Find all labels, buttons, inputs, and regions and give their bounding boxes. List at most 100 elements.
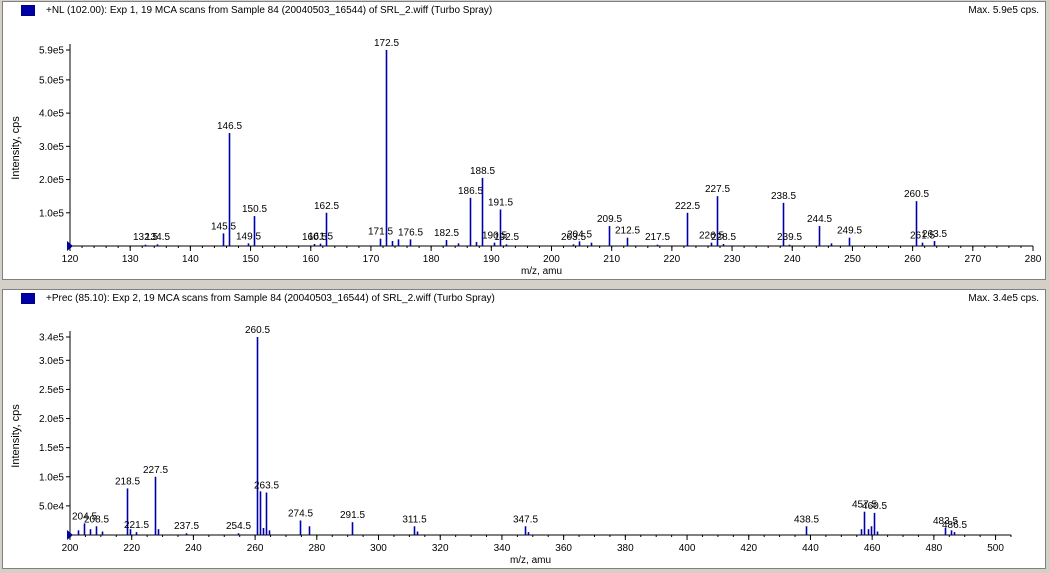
peak-label: 132.5 <box>133 232 158 243</box>
x-tick-label: 240 <box>784 254 801 265</box>
peak-label: 160.5 <box>302 232 327 243</box>
peak-label: 171.5 <box>368 227 393 238</box>
x-tick-label: 120 <box>62 254 79 265</box>
peak-label: 204.5 <box>72 511 97 522</box>
y-tick-label: 2.5e5 <box>39 385 64 396</box>
peak-label: 186.5 <box>458 186 483 197</box>
panel-title: +NL (102.00): Exp 1, 19 MCA scans from S… <box>46 5 493 16</box>
x-tick-label: 500 <box>987 543 1004 554</box>
y-axis-label: Intensity, cps <box>10 404 22 468</box>
panel-header: +Prec (85.10): Exp 2, 19 MCA scans from … <box>3 290 1045 308</box>
y-tick-label: 3.0e5 <box>39 356 64 367</box>
x-axis-label: m/z, amu <box>521 266 562 277</box>
x-tick-label: 400 <box>679 543 696 554</box>
x-tick-label: 260 <box>904 254 921 265</box>
x-tick-label: 320 <box>432 543 449 554</box>
peak-label: 203.5 <box>561 232 586 243</box>
peak-label: 182.5 <box>434 228 459 239</box>
spectrum-chart[interactable]: 5.0e4 1.0e5 1.5e5 2.0e5 2.5e5 3.0e5 3.4e5 Inten… <box>3 290 1045 568</box>
peak-label: 311.5 <box>402 514 427 525</box>
peak-label: 227.5 <box>705 184 730 195</box>
peak-label: 226.5 <box>699 231 724 242</box>
peak-label: 228.5 <box>711 232 736 243</box>
x-tick-label: 340 <box>494 543 511 554</box>
x-tick-label: 440 <box>802 543 819 554</box>
x-tick-label: 480 <box>926 543 943 554</box>
peak-label: 249.5 <box>837 226 862 237</box>
x-tick-label: 380 <box>617 543 634 554</box>
spectrum-panel-prec: +Prec (85.10): Exp 2, 19 MCA scans from … <box>2 289 1046 569</box>
peak-label: 438.5 <box>794 514 819 525</box>
x-tick-label: 230 <box>724 254 741 265</box>
peak-label: 239.5 <box>777 232 802 243</box>
peak-label: 254.5 <box>226 521 251 532</box>
peak-label: 486.5 <box>942 520 967 531</box>
x-tick-label: 140 <box>182 254 199 265</box>
y-tick-label: 5.0e5 <box>39 75 64 86</box>
x-tick-label: 280 <box>1025 254 1042 265</box>
x-tick-label: 360 <box>555 543 572 554</box>
x-tick-label: 420 <box>740 543 757 554</box>
panel-header: +NL (102.00): Exp 1, 19 MCA scans from S… <box>3 2 1045 20</box>
peak-label: 191.5 <box>488 197 513 208</box>
peak-label: 176.5 <box>398 227 423 238</box>
y-tick-label: 5.9e5 <box>39 46 64 57</box>
peak-label: 222.5 <box>675 201 700 212</box>
peak-label: 218.5 <box>115 476 140 487</box>
peak-label: 204.5 <box>567 229 592 240</box>
peak-label: 212.5 <box>615 226 640 237</box>
spectrum-panel-nl: +NL (102.00): Exp 1, 19 MCA scans from S… <box>2 1 1046 280</box>
panel-title: +Prec (85.10): Exp 2, 19 MCA scans from … <box>46 293 495 304</box>
peak-label: 261.5 <box>910 231 935 242</box>
peak-label: 274.5 <box>288 508 313 519</box>
y-tick-label: 3.4e5 <box>39 333 64 344</box>
peak-label: 162.5 <box>314 201 339 212</box>
peak-label: 217.5 <box>645 232 670 243</box>
x-tick-label: 460 <box>864 543 881 554</box>
peak-label: 150.5 <box>242 204 267 215</box>
x-tick-label: 240 <box>185 543 202 554</box>
y-tick-label: 2.0e5 <box>39 175 64 186</box>
peak-label: 146.5 <box>217 121 242 132</box>
y-tick-label: 4.0e5 <box>39 109 64 120</box>
x-tick-label: 160 <box>302 254 319 265</box>
peak-label: 460.5 <box>862 501 887 512</box>
peak-label: 457.5 <box>852 500 877 511</box>
peak-label: 145.5 <box>211 221 236 232</box>
peak-label: 221.5 <box>124 520 149 531</box>
peak-label: 209.5 <box>597 214 622 225</box>
max-intensity-label: Max. 3.4e5 cps. <box>968 293 1039 304</box>
x-tick-label: 270 <box>964 254 981 265</box>
x-tick-label: 280 <box>308 543 325 554</box>
peak-label: 192.5 <box>494 232 519 243</box>
peak-label: 347.5 <box>513 514 538 525</box>
x-tick-label: 200 <box>543 254 560 265</box>
peak-label: 238.5 <box>771 191 796 202</box>
peak-label: 263.5 <box>922 229 947 240</box>
y-tick-label: 3.0e5 <box>39 142 64 153</box>
spectrum-chart[interactable]: 1.0e5 2.0e5 3.0e5 4.0e5 5.0e5 5.9e5 Intensity,… <box>3 2 1045 279</box>
x-tick-label: 170 <box>363 254 380 265</box>
x-tick-label: 300 <box>370 543 387 554</box>
peak-label: 227.5 <box>143 465 168 476</box>
x-tick-label: 210 <box>603 254 620 265</box>
peak-label: 291.5 <box>340 510 365 521</box>
peak-label: 134.5 <box>145 232 170 243</box>
series-color-swatch[interactable] <box>21 5 35 16</box>
peak-label: 244.5 <box>807 214 832 225</box>
x-tick-label: 150 <box>242 254 259 265</box>
peak-label: 188.5 <box>470 166 495 177</box>
peak-label: 190.5 <box>482 231 507 242</box>
peak-label: 237.5 <box>174 521 199 532</box>
x-tick-label: 180 <box>423 254 440 265</box>
x-axis-label: m/z, amu <box>510 555 551 566</box>
x-tick-label: 250 <box>844 254 861 265</box>
y-tick-label: 1.0e5 <box>39 208 64 219</box>
peak-label: 172.5 <box>374 38 399 49</box>
peak-label: 161.5 <box>308 232 333 243</box>
series-color-swatch[interactable] <box>21 293 35 304</box>
y-tick-label: 1.5e5 <box>39 443 64 454</box>
x-tick-label: 200 <box>62 543 79 554</box>
peak-label: 263.5 <box>254 480 279 491</box>
peak-label: 149.5 <box>236 231 261 242</box>
